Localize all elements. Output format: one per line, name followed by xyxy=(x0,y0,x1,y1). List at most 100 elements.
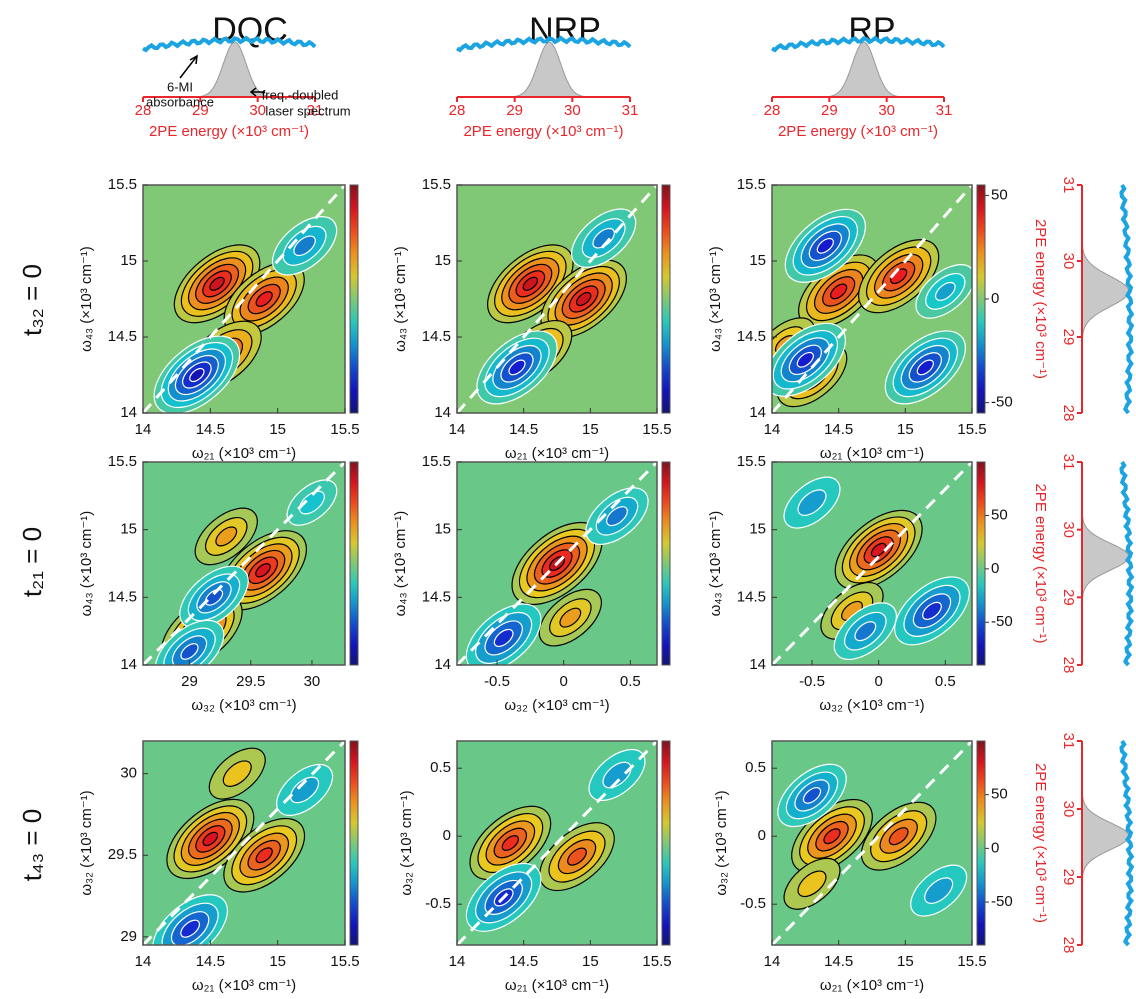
x-tick-label: 0.5 xyxy=(620,673,641,690)
contour xyxy=(493,628,514,648)
colorbar xyxy=(976,740,986,946)
x-axis-label: ω₂₁ (×10³ cm⁻¹) xyxy=(505,445,609,462)
x-tick-label: 14.5 xyxy=(824,421,853,438)
colorbar-tick-label: -50 xyxy=(991,394,1013,411)
x-tick-label: 28 xyxy=(135,102,152,119)
contour xyxy=(602,761,632,789)
y-tick-label: 14.5 xyxy=(737,588,766,605)
diagonal xyxy=(143,185,345,413)
diagonal xyxy=(772,462,972,665)
colorbar-tick-label: 50 xyxy=(991,506,1008,523)
x-tick-label: 14 xyxy=(764,953,781,970)
x-tick-label: 28 xyxy=(449,102,466,119)
colorbar-tick-label: -50 xyxy=(991,613,1013,630)
contour xyxy=(255,291,273,307)
colorbar xyxy=(349,740,359,946)
y-tick-label: 15 xyxy=(120,252,137,269)
panel-frame xyxy=(456,740,658,946)
y-axis-label: ω₄₃ (×10³ cm⁻¹) xyxy=(707,511,724,617)
y-tick-label: 28 xyxy=(1060,657,1077,674)
contour xyxy=(202,831,219,847)
y-tick-label: 31 xyxy=(1060,177,1077,194)
y-tick-label: 15.5 xyxy=(108,176,137,193)
axis-label: 2PE energy (×10³ cm⁻¹) xyxy=(778,123,938,140)
contour xyxy=(816,237,834,254)
colorbar xyxy=(349,184,359,414)
panel-frame xyxy=(142,740,346,946)
panel-frame xyxy=(771,184,973,414)
y-tick-label: 0.5 xyxy=(745,759,766,776)
x-tick-label: 15.5 xyxy=(330,953,359,970)
x-tick-label: 31 xyxy=(622,102,639,119)
panel-frame xyxy=(142,184,346,414)
panel-frame xyxy=(456,184,658,414)
contour xyxy=(290,776,320,804)
x-tick-label: 31 xyxy=(307,102,324,119)
panel xyxy=(772,741,972,945)
contour xyxy=(924,877,954,904)
x-tick-label: 15 xyxy=(269,953,286,970)
y-tick-label: 14 xyxy=(120,656,137,673)
panel xyxy=(772,185,972,413)
x-tick-label: 14 xyxy=(764,421,781,438)
x-tick-label: 14.5 xyxy=(196,421,225,438)
y-tick-label: 15.5 xyxy=(737,176,766,193)
x-tick-label: 14.5 xyxy=(824,953,853,970)
contour xyxy=(796,351,814,368)
contour xyxy=(559,607,582,628)
colorbar-tick-label: 50 xyxy=(991,186,1008,203)
x-tick-label: 15.5 xyxy=(330,421,359,438)
x-tick-label: -0.5 xyxy=(799,673,825,690)
laser-spectrum xyxy=(772,41,944,98)
diagonal xyxy=(143,741,345,945)
x-axis-label: ω₂₁ (×10³ cm⁻¹) xyxy=(192,445,296,462)
panel-frame xyxy=(771,740,973,946)
y-tick-label: 14 xyxy=(434,656,451,673)
absorbance-line xyxy=(456,35,632,53)
absorbance-line xyxy=(1119,183,1135,415)
panel xyxy=(772,462,972,665)
y-tick-label: 0 xyxy=(758,827,766,844)
column-title: DQC xyxy=(212,11,288,49)
y-tick-label: -0.5 xyxy=(425,895,451,912)
panel xyxy=(457,741,657,945)
y-tick-label: 14 xyxy=(434,404,451,421)
contour xyxy=(189,367,205,383)
axis-label: 2PE energy (×10³ cm⁻¹) xyxy=(463,123,623,140)
axis-label: 2PE energy (×10³ cm⁻¹) xyxy=(149,123,309,140)
x-tick-label: -0.5 xyxy=(484,673,510,690)
x-tick-label: 14 xyxy=(135,953,152,970)
contour xyxy=(916,359,934,376)
y-tick-label: 15.5 xyxy=(422,453,451,470)
x-axis-label: ω₂₁ (×10³ cm⁻¹) xyxy=(820,445,924,462)
diagonal xyxy=(772,185,972,413)
y-tick-label: 15 xyxy=(749,521,766,538)
contour xyxy=(830,283,848,300)
panel xyxy=(457,462,657,665)
y-tick-label: 14 xyxy=(120,404,137,421)
contour xyxy=(888,827,909,846)
x-tick-label: 15.5 xyxy=(642,953,671,970)
x-tick-label: 30 xyxy=(878,102,895,119)
x-tick-label: 29 xyxy=(506,102,523,119)
panel xyxy=(143,462,345,665)
y-tick-label: 15 xyxy=(120,521,137,538)
x-tick-label: 15 xyxy=(582,421,599,438)
panel-frame xyxy=(456,461,658,666)
contour xyxy=(823,828,841,845)
y-tick-label: 29.5 xyxy=(108,846,137,863)
column-title: RP xyxy=(848,11,895,49)
x-axis-label: ω₂₁ (×10³ cm⁻¹) xyxy=(192,977,296,994)
contour xyxy=(606,506,628,527)
contour xyxy=(934,281,956,301)
colorbar-tick-label: 0 xyxy=(991,839,999,856)
y-tick-label: 31 xyxy=(1060,454,1077,471)
x-tick-label: 29 xyxy=(821,102,838,119)
contour xyxy=(180,919,201,938)
colorbar xyxy=(349,461,359,666)
y-tick-label: 30 xyxy=(120,765,137,782)
absorbance-line xyxy=(771,35,946,53)
y-tick-label: 15.5 xyxy=(422,176,451,193)
contour xyxy=(797,870,827,898)
